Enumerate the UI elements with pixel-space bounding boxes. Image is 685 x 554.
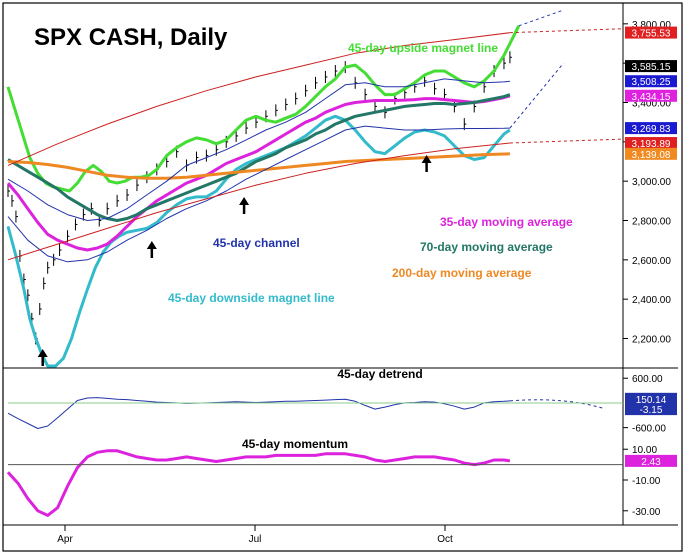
value-label-3-585-15: 3,585.15 bbox=[625, 60, 677, 73]
bottom-arrow-icon bbox=[239, 197, 250, 214]
annotation-35-day-moving-average: 35-day moving average bbox=[440, 215, 573, 229]
value-label-3-755-53: 3,755.53 bbox=[625, 26, 677, 40]
annotation-45-day-downside-magnet-line: 45-day downside magnet line bbox=[168, 291, 335, 305]
value-label-box bbox=[625, 392, 677, 405]
series-detrend-line bbox=[7, 397, 510, 429]
bottom-arrow-icon bbox=[37, 349, 48, 366]
value-label-box bbox=[625, 60, 677, 73]
panel-title: 45-day detrend bbox=[337, 367, 422, 381]
series-long-term-channel-lower-line bbox=[7, 142, 510, 261]
value-label-box bbox=[625, 403, 677, 416]
y-tick-label: 2,200.00 bbox=[632, 335, 671, 346]
y-tick-label: -600.00 bbox=[632, 424, 666, 435]
x-tick-label: Jul bbox=[249, 534, 262, 545]
panel-title: 45-day momentum bbox=[242, 437, 348, 451]
value-label-box bbox=[625, 26, 677, 39]
series-45-day-channel-lower-line bbox=[7, 125, 510, 263]
value-label-text: 3,755.53 bbox=[632, 29, 671, 40]
value-label-2-43: 2.43 bbox=[625, 454, 677, 468]
annotation-70-day-moving-average: 70-day moving average bbox=[420, 240, 553, 254]
value-label-3-193-89: 3,193.89 bbox=[625, 137, 677, 150]
annotation-45-day-upside-magnet-line: 45-day upside magnet line bbox=[348, 41, 498, 55]
value-label-text: 3,508.25 bbox=[632, 77, 671, 88]
series-35-day-moving-average-line bbox=[6, 94, 511, 252]
y-tick-label: 3,000.00 bbox=[632, 177, 671, 188]
value-label-box bbox=[625, 75, 677, 88]
value-label-text: -3.15 bbox=[640, 405, 663, 416]
value-label-text: 3,269.83 bbox=[632, 124, 671, 135]
series-long-term-channel-upper-line bbox=[7, 32, 510, 166]
chart-title: SPX CASH, Daily bbox=[34, 24, 228, 51]
arrow-head bbox=[421, 155, 432, 163]
value-label-text: 3,193.89 bbox=[632, 139, 671, 150]
value-label-box bbox=[625, 454, 677, 467]
y-tick-label: 10.00 bbox=[632, 445, 657, 456]
value-label-text: 150.14 bbox=[636, 395, 667, 406]
value-label-3-139-08: 3,139.08 bbox=[625, 147, 677, 161]
value-label-box bbox=[625, 147, 677, 160]
value-label-box bbox=[625, 122, 677, 135]
channel-projection-line bbox=[509, 28, 624, 34]
bottom-arrow-icon bbox=[146, 241, 157, 258]
x-tick-label: Apr bbox=[57, 534, 73, 545]
series-45-day-channel-upper-line bbox=[7, 78, 510, 221]
y-tick-label: 3,400.00 bbox=[632, 99, 671, 110]
value-label-3-15: -3.15 bbox=[625, 403, 677, 416]
y-tick-label: 3,800.00 bbox=[632, 20, 671, 31]
value-label-text: 3,585.15 bbox=[632, 62, 671, 73]
y-tick-label: 2,800.00 bbox=[632, 217, 671, 228]
value-label-text: 3,139.08 bbox=[632, 150, 671, 161]
value-label-3-508-25: 3,508.25 bbox=[625, 75, 677, 88]
annotation-45-day-channel: 45-day channel bbox=[213, 236, 300, 250]
series-momentum-line bbox=[6, 449, 511, 517]
series-45-day-upside-magnet-line-line bbox=[6, 25, 521, 193]
value-label-box bbox=[625, 89, 677, 102]
annotation-200-day-moving-average: 200-day moving average bbox=[392, 266, 532, 280]
arrow-head bbox=[37, 349, 48, 357]
value-label-text: 2.43 bbox=[641, 457, 661, 468]
value-label-3-434-15: 3,434.15 bbox=[625, 89, 677, 103]
y-tick-label: -10.00 bbox=[632, 476, 661, 487]
y-tick-label: 2,600.00 bbox=[632, 256, 671, 267]
arrow-head bbox=[239, 197, 250, 205]
value-label-3-269-83: 3,269.83 bbox=[625, 122, 677, 135]
series-70-day-moving-average-line bbox=[7, 93, 511, 222]
bottom-arrow-icon bbox=[421, 155, 432, 172]
lower-projection-line bbox=[509, 62, 564, 129]
series-200-day-moving-average-line bbox=[7, 152, 510, 180]
y-tick-label: 600.00 bbox=[632, 374, 663, 385]
arrow-head bbox=[146, 241, 157, 249]
value-label-text: 3,434.15 bbox=[632, 92, 671, 103]
y-tick-label: 2,400.00 bbox=[632, 295, 671, 306]
value-label-box bbox=[625, 137, 677, 150]
upper-projection-line bbox=[518, 9, 564, 27]
value-label-150-14: 150.14 bbox=[625, 392, 677, 406]
y-tick-label: -30.00 bbox=[632, 507, 661, 518]
channel-projection-line bbox=[509, 138, 624, 144]
detrend-projection-line bbox=[509, 399, 604, 409]
x-tick-label: Oct bbox=[437, 534, 453, 545]
